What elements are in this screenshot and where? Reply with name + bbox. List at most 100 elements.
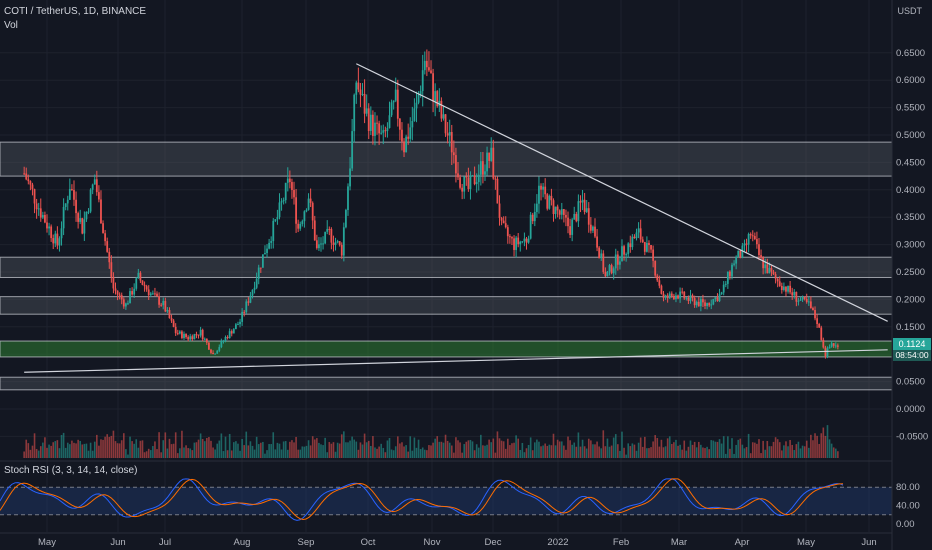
volume-bar	[824, 435, 827, 458]
volume-bar	[671, 443, 673, 458]
volume-bar	[808, 447, 810, 458]
candle-body	[220, 340, 223, 348]
volume-bar	[149, 450, 152, 458]
volume-bar	[77, 439, 79, 458]
time-tick-label: Nov	[424, 537, 441, 548]
candle-body	[149, 293, 152, 296]
volume-bar	[430, 445, 432, 458]
candle-body	[112, 276, 115, 289]
trendline	[24, 349, 888, 373]
volume-bar	[378, 446, 380, 458]
candle-body	[743, 243, 746, 246]
candle-body	[633, 236, 636, 239]
candle-body	[158, 296, 160, 305]
candle-body	[720, 292, 723, 295]
volume-bar	[602, 430, 605, 458]
candle-body	[185, 333, 187, 338]
candle-body	[658, 280, 661, 286]
candle-body	[93, 179, 96, 185]
volume-bar	[668, 436, 671, 458]
candle-body	[471, 175, 474, 177]
volume-bar	[272, 432, 275, 458]
volume-bar	[608, 446, 611, 458]
candle-body	[102, 223, 104, 234]
volume-bar	[762, 440, 764, 458]
volume-bar	[260, 442, 262, 458]
volume-bar	[457, 440, 459, 458]
volume-bar	[473, 450, 476, 458]
price-tick-label: 0.6500	[896, 48, 925, 59]
candle-body	[583, 199, 586, 212]
candle-body	[741, 245, 744, 258]
volume-bar	[85, 443, 88, 458]
candle-body	[492, 147, 495, 179]
candle-body	[513, 238, 515, 250]
volume-bar	[507, 438, 509, 458]
volume-bar	[417, 439, 420, 458]
volume-bar	[426, 450, 428, 458]
candle-body	[801, 296, 804, 300]
volume-bar	[280, 449, 283, 458]
volume-bar	[623, 447, 625, 458]
volume-bar	[552, 433, 555, 458]
candle-body	[735, 257, 738, 264]
volume-bar	[832, 447, 835, 458]
candle-body	[511, 237, 513, 239]
candle-body	[554, 206, 557, 215]
candle-body	[307, 198, 310, 210]
volume-bar	[729, 448, 731, 458]
volume-bar	[828, 439, 831, 458]
time-tick-label: Jun	[861, 537, 876, 548]
candle-body	[826, 348, 829, 357]
volume-bar	[133, 443, 135, 458]
volume-bar	[139, 440, 142, 458]
volume-bar	[685, 450, 688, 458]
volume-bar	[548, 444, 551, 458]
time-axis[interactable]: May Jun Jul Aug Sep Oct Nov Dec 2022 Feb Mar Apr May…	[0, 532, 892, 548]
stoch-d-line	[0, 478, 844, 520]
volume-bar	[58, 448, 61, 458]
volume-bar	[203, 441, 206, 458]
volume-bar	[421, 447, 424, 458]
candle-body	[189, 336, 192, 340]
volume-bar	[183, 447, 185, 458]
candle-body	[803, 296, 806, 299]
volume-bar	[129, 436, 131, 458]
volume-bar	[239, 450, 241, 458]
candle-body	[322, 243, 324, 245]
volume-bar	[448, 442, 451, 458]
volume-bar	[546, 445, 549, 458]
candle-body	[508, 236, 511, 238]
volume-bar	[181, 430, 183, 458]
candle-body	[95, 179, 98, 193]
candle-body	[274, 219, 277, 221]
volume-bar	[386, 440, 389, 458]
candle-body	[214, 353, 217, 355]
volume-bar	[592, 444, 594, 458]
candle-body	[695, 301, 698, 306]
candle-body	[635, 232, 638, 239]
volume-bar	[837, 451, 839, 458]
candle-body	[542, 186, 545, 190]
candle-body	[774, 274, 777, 279]
volume-bar	[627, 443, 630, 458]
volume-bar	[218, 440, 221, 458]
candle-body	[498, 203, 501, 218]
candle-body	[664, 295, 667, 298]
candle-body	[203, 338, 206, 340]
candle-body	[361, 93, 364, 95]
volume-bar	[374, 447, 376, 458]
candle-body	[446, 133, 449, 136]
volume-bar	[108, 436, 111, 458]
candle-body	[272, 220, 275, 242]
candle-body	[156, 293, 158, 297]
candle-body	[816, 318, 819, 324]
volume-bar	[284, 441, 287, 458]
rsi-band	[0, 487, 892, 515]
price-axis[interactable]: 0.6500 0.6000 0.5500 0.5000 0.4500 0.4000 0.35…	[891, 0, 928, 550]
volume-bar	[801, 445, 804, 458]
volume-bar	[745, 447, 748, 458]
volume-bar	[307, 440, 310, 458]
candle-body	[758, 244, 760, 256]
